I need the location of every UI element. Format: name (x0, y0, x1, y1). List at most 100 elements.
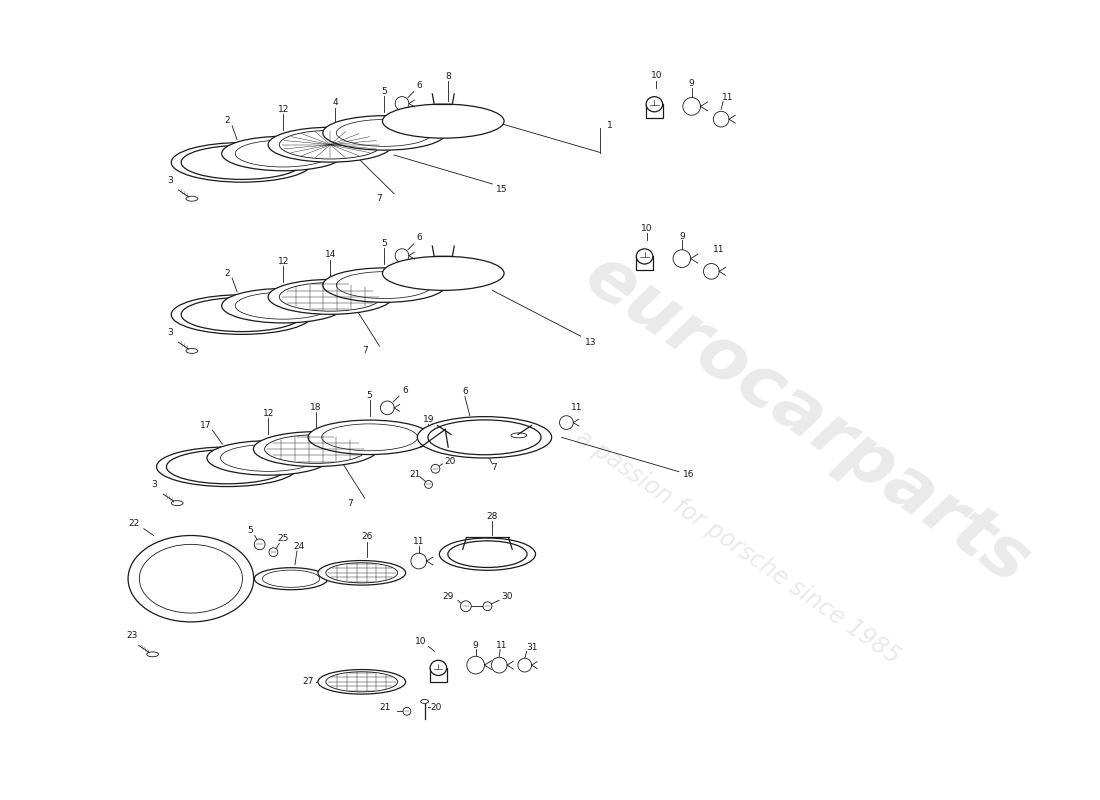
Text: 17: 17 (200, 421, 211, 430)
Bar (430, 668, 447, 682)
Text: 9: 9 (473, 641, 478, 650)
Text: 19: 19 (422, 415, 435, 424)
Ellipse shape (254, 568, 328, 590)
Ellipse shape (253, 432, 377, 466)
Text: 4: 4 (332, 98, 338, 107)
Ellipse shape (268, 127, 393, 162)
Ellipse shape (322, 116, 446, 150)
Ellipse shape (430, 660, 447, 675)
Circle shape (713, 111, 729, 127)
Ellipse shape (448, 541, 527, 567)
Circle shape (483, 602, 492, 610)
Text: 6: 6 (462, 387, 468, 396)
Text: 7: 7 (362, 346, 367, 355)
Circle shape (560, 416, 573, 430)
Text: 31: 31 (526, 643, 538, 652)
Text: 2: 2 (224, 269, 230, 278)
Text: 13: 13 (585, 338, 596, 346)
Text: 5: 5 (246, 526, 253, 535)
Ellipse shape (172, 142, 312, 182)
Ellipse shape (172, 501, 183, 506)
Text: 10: 10 (641, 224, 652, 233)
Text: 21: 21 (379, 703, 390, 712)
Ellipse shape (186, 349, 198, 354)
Text: 11: 11 (713, 246, 724, 254)
Circle shape (431, 464, 440, 473)
Circle shape (425, 481, 432, 488)
Circle shape (254, 539, 265, 550)
Circle shape (492, 658, 507, 673)
Text: 2: 2 (224, 117, 230, 126)
Text: 26: 26 (361, 533, 373, 542)
Ellipse shape (318, 561, 406, 585)
Text: 5: 5 (366, 391, 373, 400)
Text: 12: 12 (277, 257, 289, 266)
Text: 22: 22 (129, 519, 140, 528)
Circle shape (395, 249, 409, 262)
Text: 11: 11 (571, 403, 582, 412)
Ellipse shape (182, 146, 302, 179)
Ellipse shape (439, 538, 536, 570)
Text: 23: 23 (126, 631, 138, 640)
Circle shape (395, 97, 409, 110)
Text: 27: 27 (302, 678, 313, 686)
Circle shape (673, 250, 691, 267)
Ellipse shape (222, 289, 344, 323)
Text: a passion for porsche since 1985: a passion for porsche since 1985 (571, 426, 904, 669)
Circle shape (683, 98, 701, 115)
Bar (636, 257, 652, 270)
Ellipse shape (222, 136, 344, 170)
Text: 18: 18 (310, 402, 321, 412)
Text: 7: 7 (348, 498, 353, 508)
Ellipse shape (268, 279, 393, 314)
Ellipse shape (156, 447, 298, 486)
Text: 7: 7 (492, 463, 497, 473)
Ellipse shape (308, 420, 431, 454)
Ellipse shape (182, 298, 302, 331)
Circle shape (270, 548, 278, 557)
Text: 11: 11 (496, 641, 508, 650)
Text: 16: 16 (683, 470, 694, 479)
Text: 5: 5 (382, 239, 387, 248)
Text: 6: 6 (403, 386, 408, 394)
Text: 12: 12 (277, 105, 289, 114)
Ellipse shape (172, 294, 312, 334)
Ellipse shape (146, 652, 158, 657)
Text: 29: 29 (442, 592, 454, 601)
Text: 14: 14 (324, 250, 336, 259)
Text: 28: 28 (486, 512, 498, 521)
Text: 11: 11 (412, 537, 425, 546)
Bar (646, 104, 662, 118)
Circle shape (466, 656, 484, 674)
Text: 7: 7 (376, 194, 383, 203)
Ellipse shape (636, 249, 652, 264)
Text: 11: 11 (723, 93, 734, 102)
Ellipse shape (646, 97, 662, 112)
Text: 1: 1 (607, 121, 613, 130)
Text: 10: 10 (415, 637, 427, 646)
Text: 20: 20 (431, 703, 442, 712)
Text: eurocarparts: eurocarparts (571, 240, 1042, 599)
Text: 15: 15 (496, 186, 508, 194)
Ellipse shape (428, 420, 541, 454)
Ellipse shape (420, 699, 429, 703)
Ellipse shape (318, 670, 406, 694)
Text: 3: 3 (167, 175, 173, 185)
Ellipse shape (417, 417, 552, 458)
Text: 30: 30 (502, 592, 513, 601)
Circle shape (461, 601, 471, 612)
Ellipse shape (186, 196, 198, 201)
Text: 20: 20 (444, 458, 455, 466)
Text: 21: 21 (409, 470, 420, 479)
Text: 8: 8 (446, 72, 451, 81)
Ellipse shape (383, 104, 504, 138)
Circle shape (403, 707, 411, 715)
Circle shape (704, 263, 719, 279)
Text: 24: 24 (294, 542, 305, 550)
Ellipse shape (207, 441, 330, 475)
Circle shape (518, 658, 531, 672)
Ellipse shape (383, 256, 504, 290)
Ellipse shape (322, 268, 446, 302)
Text: 5: 5 (382, 86, 387, 96)
Text: 6: 6 (417, 82, 422, 90)
